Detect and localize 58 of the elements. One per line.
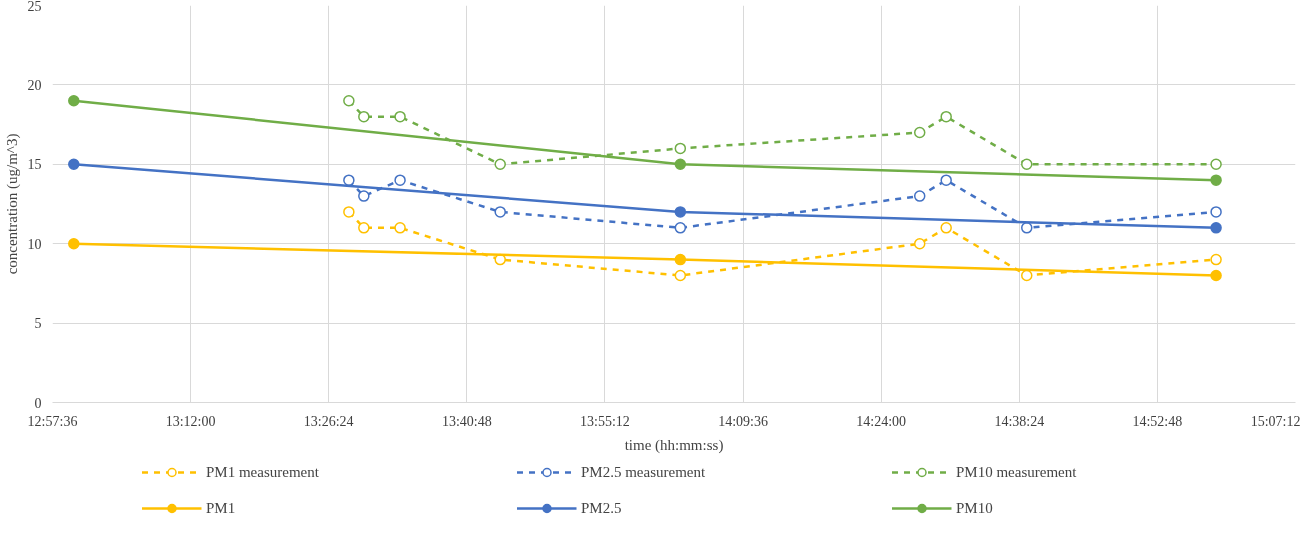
point (358, 222, 370, 234)
point (68, 95, 80, 107)
point (1021, 158, 1033, 171)
point (913, 190, 926, 202)
point (940, 222, 952, 234)
point (343, 174, 355, 186)
x-tick-label: 14:38:24 (994, 413, 1045, 429)
point (343, 206, 355, 218)
point (1210, 222, 1222, 234)
y-tick-label: 10 (27, 236, 42, 252)
legend-label: PM10 (956, 499, 994, 517)
point (68, 158, 80, 171)
legend-label: PM10 measurement (956, 463, 1078, 481)
point (674, 269, 687, 282)
x-axis-title: time (hh:mm:ss) (624, 436, 724, 454)
legend-label: PM1 measurement (206, 463, 320, 481)
point (674, 142, 687, 155)
x-tick-label: 14:52:48 (1132, 413, 1183, 429)
x-tick-label: 13:12:00 (165, 413, 216, 429)
y-tick-label: 5 (34, 316, 42, 332)
point (913, 237, 926, 250)
point (394, 174, 406, 186)
x-tick-label: 14:09:36 (718, 413, 768, 429)
point (1021, 222, 1033, 234)
point (1210, 158, 1222, 171)
point (940, 110, 952, 123)
point (358, 110, 370, 123)
legend-label: PM2.5 measurement (581, 463, 707, 481)
y-axis-title: concentration (ug/m^3) (3, 133, 21, 275)
point (394, 110, 406, 123)
point (343, 95, 355, 107)
point (1210, 269, 1222, 282)
point (674, 222, 687, 234)
point (494, 206, 506, 218)
y-tick-label: 15 (27, 157, 42, 173)
point (68, 237, 80, 250)
point (913, 126, 926, 139)
x-tick-label: 14:24:00 (856, 413, 907, 429)
point (394, 222, 406, 234)
y-tick-label: 20 (27, 77, 42, 93)
point (674, 253, 687, 266)
point (1210, 253, 1222, 266)
legend-label: PM2.5 (581, 499, 623, 517)
point (1210, 174, 1222, 186)
x-tick-label: 13:55:12 (580, 413, 630, 429)
x-tick-label: 13:40:48 (441, 413, 492, 429)
point (940, 174, 952, 186)
point (1210, 206, 1222, 218)
x-tick-label: 13:26:24 (303, 413, 354, 429)
x-tick-label: 15:07:12 (1250, 413, 1301, 429)
point (674, 206, 687, 218)
x-tick-label: 12:57:36 (27, 413, 78, 429)
y-tick-label: 0 (34, 395, 42, 411)
point (494, 158, 506, 171)
y-tick-label: 25 (27, 0, 42, 14)
point (358, 190, 370, 202)
point (674, 158, 687, 171)
legend-label: PM1 (206, 499, 237, 517)
